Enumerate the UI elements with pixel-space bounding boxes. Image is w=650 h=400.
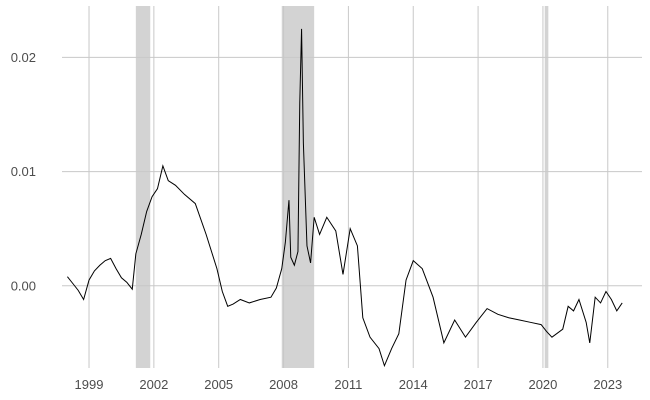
x-tick-label: 2023 <box>593 377 622 392</box>
y-tick-labels: 0.00 0.01 0.02 <box>11 50 36 293</box>
horizontal-gridlines <box>62 56 642 287</box>
shaded-period <box>544 6 549 368</box>
series-layer <box>67 28 623 368</box>
x-tick-label: 2020 <box>528 377 557 392</box>
y-tick-label: 0.01 <box>11 164 36 179</box>
x-tick-label: 2017 <box>464 377 493 392</box>
shaded-period <box>135 6 151 368</box>
x-tick-label: 2014 <box>399 377 428 392</box>
x-tick-label: 2002 <box>139 377 168 392</box>
vertical-gridlines <box>88 6 609 368</box>
y-tick-label: 0.02 <box>11 50 36 65</box>
shaded-period <box>281 6 315 368</box>
x-tick-labels: 1999 2002 2005 2008 2011 2014 2017 2020 2023 <box>75 377 623 392</box>
y-tick-label: 0.00 <box>11 278 36 293</box>
x-tick-label: 2011 <box>334 377 362 392</box>
series-line <box>67 28 623 368</box>
x-tick-label: 1999 <box>75 377 104 392</box>
shaded-periods <box>135 6 549 368</box>
x-tick-label: 2008 <box>269 377 298 392</box>
x-tick-label: 2005 <box>204 377 233 392</box>
